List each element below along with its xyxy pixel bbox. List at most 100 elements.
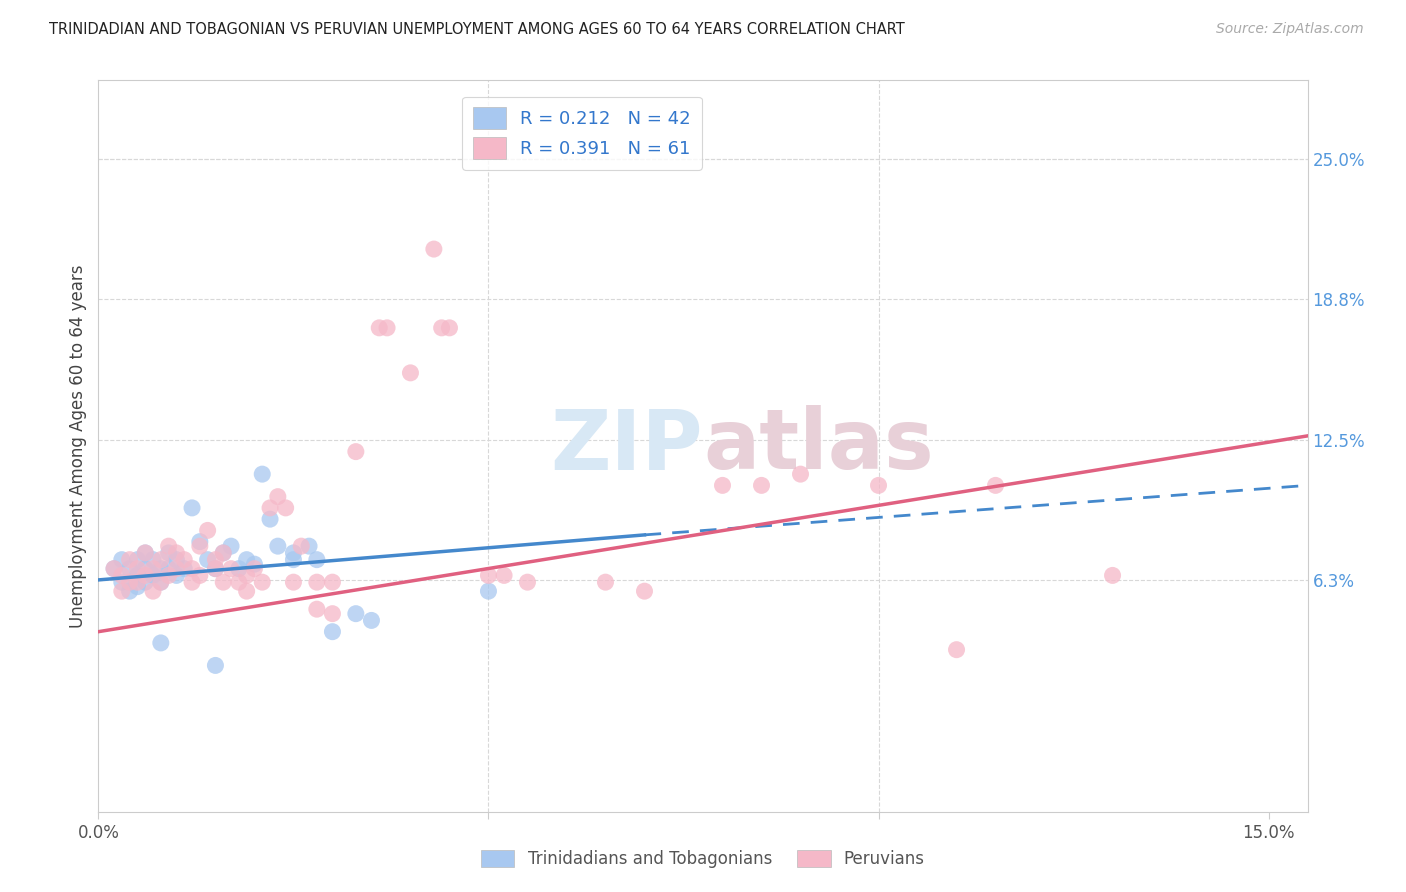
Point: [945, 642, 967, 657]
Point: [212, 546, 235, 560]
Point: [118, 575, 141, 590]
Point: [103, 562, 125, 576]
Point: [274, 500, 297, 515]
Point: [283, 546, 305, 560]
Point: [219, 539, 242, 553]
Point: [157, 546, 180, 560]
Point: [111, 552, 134, 566]
Point: [235, 552, 257, 566]
Point: [165, 546, 187, 560]
Point: [235, 584, 257, 599]
Point: [423, 242, 446, 256]
Point: [127, 562, 149, 576]
Point: [212, 546, 235, 560]
Point: [283, 552, 305, 566]
Point: [157, 562, 180, 576]
Point: [127, 568, 149, 582]
Point: [259, 512, 281, 526]
Point: [243, 557, 266, 571]
Point: [283, 575, 305, 590]
Point: [204, 552, 226, 566]
Point: [197, 552, 219, 566]
Point: [235, 568, 257, 582]
Legend: R = 0.212   N = 42, R = 0.391   N = 61: R = 0.212 N = 42, R = 0.391 N = 61: [463, 96, 702, 169]
Point: [118, 584, 141, 599]
Point: [595, 575, 617, 590]
Point: [103, 562, 125, 576]
Point: [188, 539, 211, 553]
Point: [157, 539, 180, 553]
Point: [165, 568, 187, 582]
Point: [360, 614, 382, 628]
Point: [157, 568, 180, 582]
Point: [149, 562, 172, 576]
Point: [305, 602, 328, 616]
Point: [204, 658, 226, 673]
Legend: Trinidadians and Tobagonians, Peruvians: Trinidadians and Tobagonians, Peruvians: [474, 843, 932, 875]
Point: [212, 575, 235, 590]
Point: [751, 478, 773, 492]
Point: [321, 607, 343, 621]
Point: [228, 575, 250, 590]
Point: [142, 568, 165, 582]
Point: [111, 568, 134, 582]
Point: [111, 584, 134, 599]
Text: atlas: atlas: [703, 406, 934, 486]
Point: [375, 321, 398, 335]
Point: [477, 584, 499, 599]
Point: [188, 534, 211, 549]
Point: [142, 562, 165, 576]
Point: [142, 584, 165, 599]
Point: [173, 552, 195, 566]
Point: [252, 467, 274, 482]
Point: [789, 467, 811, 482]
Point: [204, 562, 226, 576]
Point: [197, 524, 219, 538]
Point: [252, 575, 274, 590]
Point: [298, 539, 321, 553]
Point: [494, 568, 516, 582]
Point: [181, 500, 204, 515]
Point: [228, 562, 250, 576]
Point: [134, 562, 156, 576]
Point: [149, 575, 172, 590]
Point: [118, 562, 141, 576]
Point: [711, 478, 734, 492]
Point: [439, 321, 461, 335]
Point: [149, 636, 172, 650]
Point: [134, 546, 156, 560]
Point: [118, 552, 141, 566]
Text: ZIP: ZIP: [551, 406, 703, 486]
Point: [142, 552, 165, 566]
Y-axis label: Unemployment Among Ages 60 to 64 years: Unemployment Among Ages 60 to 64 years: [69, 264, 87, 628]
Point: [243, 562, 266, 576]
Point: [134, 575, 156, 590]
Point: [305, 575, 328, 590]
Point: [344, 607, 367, 621]
Point: [1101, 568, 1123, 582]
Point: [134, 568, 156, 582]
Point: [430, 321, 453, 335]
Point: [127, 580, 149, 594]
Point: [219, 562, 242, 576]
Point: [188, 568, 211, 582]
Point: [477, 568, 499, 582]
Point: [127, 552, 149, 566]
Point: [259, 500, 281, 515]
Point: [984, 478, 1007, 492]
Point: [305, 552, 328, 566]
Point: [290, 539, 312, 553]
Text: TRINIDADIAN AND TOBAGONIAN VS PERUVIAN UNEMPLOYMENT AMONG AGES 60 TO 64 YEARS CO: TRINIDADIAN AND TOBAGONIAN VS PERUVIAN U…: [49, 22, 905, 37]
Point: [181, 562, 204, 576]
Point: [267, 539, 290, 553]
Point: [127, 575, 149, 590]
Text: Source: ZipAtlas.com: Source: ZipAtlas.com: [1216, 22, 1364, 37]
Point: [399, 366, 422, 380]
Point: [165, 552, 187, 566]
Point: [204, 562, 226, 576]
Point: [868, 478, 890, 492]
Point: [111, 575, 134, 590]
Point: [267, 490, 290, 504]
Point: [321, 624, 343, 639]
Point: [149, 575, 172, 590]
